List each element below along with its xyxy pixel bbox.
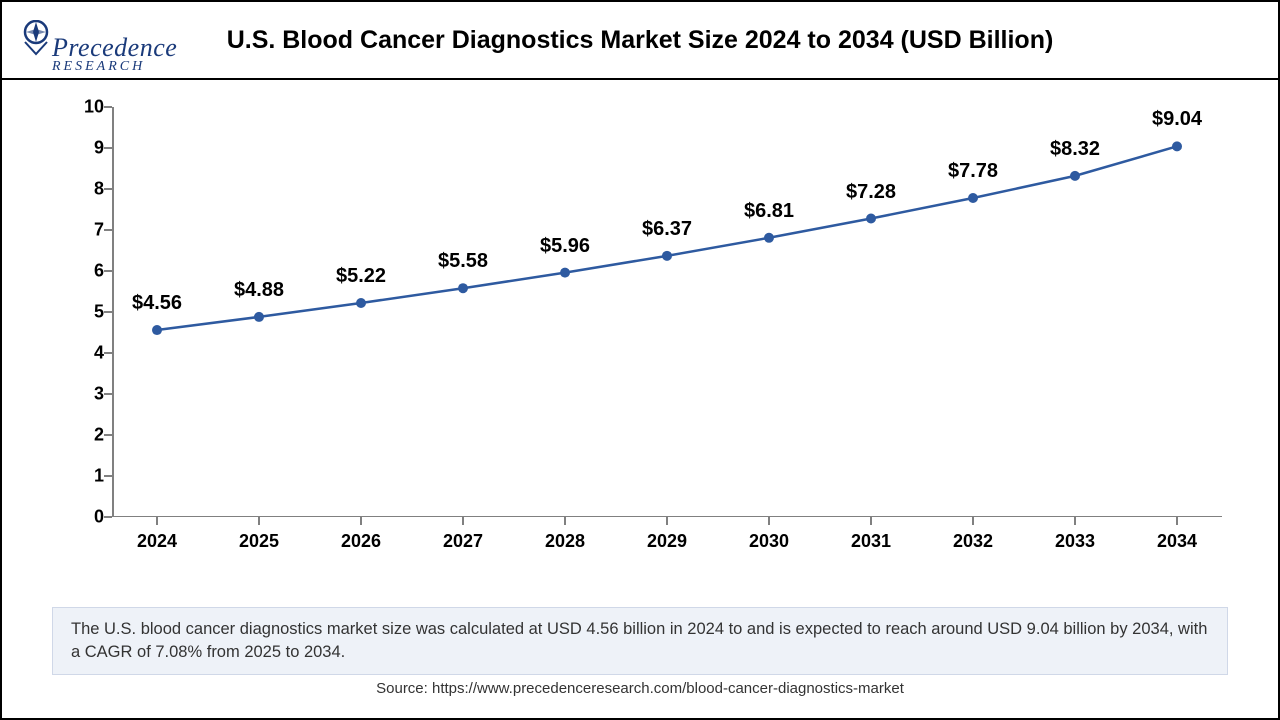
x-tick-label: 2032 — [953, 531, 993, 552]
data-label: $5.96 — [540, 235, 590, 258]
y-tick-label: 5 — [64, 302, 104, 323]
x-tick — [156, 517, 158, 525]
chart-title: U.S. Blood Cancer Diagnostics Market Siz… — [22, 26, 1258, 55]
data-label: $7.78 — [948, 160, 998, 183]
x-tick-label: 2031 — [851, 531, 891, 552]
chart-frame: Precedence RESEARCH U.S. Blood Cancer Di… — [0, 0, 1280, 720]
x-tick-label: 2033 — [1055, 531, 1095, 552]
y-tick — [104, 475, 112, 477]
data-label: $7.28 — [846, 181, 896, 204]
y-tick — [104, 229, 112, 231]
x-tick — [258, 517, 260, 525]
data-label: $8.32 — [1050, 138, 1100, 161]
y-tick — [104, 147, 112, 149]
logo-line1: Precedence — [52, 33, 177, 62]
x-tick-label: 2024 — [137, 531, 177, 552]
data-label: $4.88 — [234, 279, 284, 302]
y-tick — [104, 188, 112, 190]
y-tick — [104, 434, 112, 436]
data-label: $6.81 — [744, 200, 794, 223]
x-tick — [564, 517, 566, 525]
x-tick-label: 2025 — [239, 531, 279, 552]
y-tick-label: 3 — [64, 384, 104, 405]
x-tick — [972, 517, 974, 525]
caption-box: The U.S. blood cancer diagnostics market… — [52, 607, 1228, 675]
compass-icon — [22, 20, 50, 56]
y-tick-label: 10 — [64, 97, 104, 118]
x-tick — [666, 517, 668, 525]
x-tick-label: 2034 — [1157, 531, 1197, 552]
data-label: $5.58 — [438, 250, 488, 273]
x-tick-label: 2026 — [341, 531, 381, 552]
x-tick-label: 2028 — [545, 531, 585, 552]
x-tick — [462, 517, 464, 525]
data-label: $5.22 — [336, 265, 386, 288]
y-tick-label: 1 — [64, 466, 104, 487]
y-tick — [104, 106, 112, 108]
x-tick — [768, 517, 770, 525]
y-tick-label: 7 — [64, 220, 104, 241]
source-line: Source: https://www.precedenceresearch.c… — [2, 680, 1278, 697]
y-tick-label: 9 — [64, 138, 104, 159]
x-tick — [870, 517, 872, 525]
y-tick — [104, 311, 112, 313]
line-series — [112, 107, 1222, 517]
brand-logo: Precedence RESEARCH — [22, 20, 177, 75]
y-tick-label: 6 — [64, 261, 104, 282]
y-tick-label: 0 — [64, 507, 104, 528]
data-label: $9.04 — [1152, 108, 1202, 131]
x-tick-label: 2030 — [749, 531, 789, 552]
caption-text: The U.S. blood cancer diagnostics market… — [71, 620, 1207, 661]
data-label: $6.37 — [642, 218, 692, 241]
chart-area: 0 1 2 3 4 5 6 7 8 9 10 2024 2025 2026 2027 2028 2029 2030… — [62, 97, 1232, 557]
y-tick — [104, 352, 112, 354]
header-bar: Precedence RESEARCH U.S. Blood Cancer Di… — [2, 2, 1278, 80]
y-tick — [104, 393, 112, 395]
y-tick — [104, 516, 112, 518]
y-tick-label: 8 — [64, 179, 104, 200]
x-tick — [360, 517, 362, 525]
x-tick — [1074, 517, 1076, 525]
logo-text: Precedence RESEARCH — [52, 33, 177, 75]
y-tick-label: 2 — [64, 425, 104, 446]
y-tick-label: 4 — [64, 343, 104, 364]
y-tick — [104, 270, 112, 272]
plot-region: 0123456789102024202520262027202820292030… — [112, 107, 1222, 517]
x-tick-label: 2027 — [443, 531, 483, 552]
data-label: $4.56 — [132, 292, 182, 315]
x-tick — [1176, 517, 1178, 525]
x-tick-label: 2029 — [647, 531, 687, 552]
